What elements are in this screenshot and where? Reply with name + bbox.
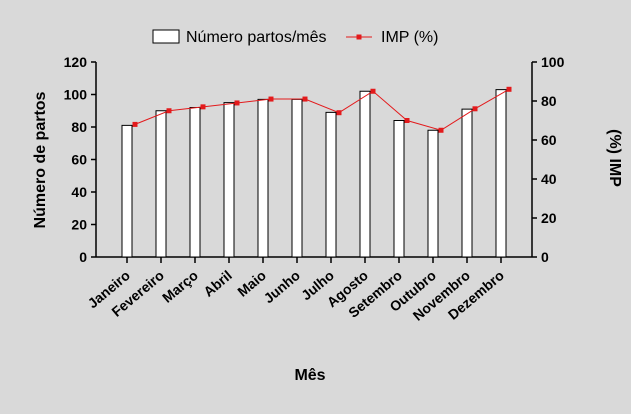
legend-swatch-marker	[356, 34, 362, 40]
line-point	[336, 110, 342, 116]
y-right-tick-label: 40	[541, 171, 557, 187]
bar-series	[121, 89, 507, 258]
bar	[223, 102, 235, 258]
bar	[155, 110, 167, 258]
legend: Número partos/mês IMP (%)	[152, 29, 438, 46]
line-point	[200, 104, 206, 110]
line-point	[438, 127, 444, 133]
y-left-tick-label: 80	[71, 119, 87, 135]
legend-swatch-bar	[152, 29, 180, 44]
bar	[325, 111, 337, 258]
y-right-axis-title: (%) IMP	[606, 129, 623, 187]
x-tick-label: Junho	[260, 267, 302, 306]
line-series	[132, 86, 512, 133]
line-point	[302, 96, 308, 102]
y-right-tick-label: 100	[541, 54, 565, 70]
y-right-tick-label: 60	[541, 132, 557, 148]
line-point	[370, 88, 376, 94]
line-point	[166, 108, 172, 114]
line-point	[404, 118, 410, 123]
bar	[495, 89, 507, 258]
bar	[393, 120, 405, 258]
y-left-axis-title: Número de partos	[32, 91, 49, 228]
bar	[257, 98, 269, 258]
line-point	[268, 96, 274, 102]
y-left-tick-label: 0	[79, 249, 87, 265]
line-point	[506, 86, 512, 92]
bar	[189, 107, 201, 258]
left-axis: 0 20 40 60 80 100 120	[64, 54, 97, 265]
y-left-tick-label: 100	[64, 87, 88, 103]
bar	[121, 124, 133, 258]
legend-label-bar: Número partos/mês	[186, 29, 327, 46]
line-point	[234, 100, 240, 106]
x-tick-label: Março	[159, 267, 201, 306]
y-left-tick-label: 20	[71, 217, 87, 233]
y-left-tick-label: 60	[71, 152, 87, 168]
bar	[291, 98, 303, 258]
x-tick-label: Abril	[200, 267, 235, 300]
legend-label-line: IMP (%)	[381, 29, 438, 46]
line-path	[134, 88, 510, 131]
y-left-tick-label: 40	[71, 184, 87, 200]
right-axis: 0 20 40 60 80 100	[531, 54, 565, 265]
bar	[359, 90, 371, 258]
y-right-tick-label: 80	[541, 93, 557, 109]
line-point	[132, 121, 138, 127]
bar	[427, 129, 439, 258]
y-right-tick-label: 20	[541, 210, 557, 226]
bar	[461, 108, 473, 258]
y-right-tick-label: 0	[541, 249, 549, 265]
y-left-tick-label: 120	[64, 54, 88, 70]
x-axis-title: Mês	[294, 367, 325, 384]
line-point	[472, 106, 478, 112]
